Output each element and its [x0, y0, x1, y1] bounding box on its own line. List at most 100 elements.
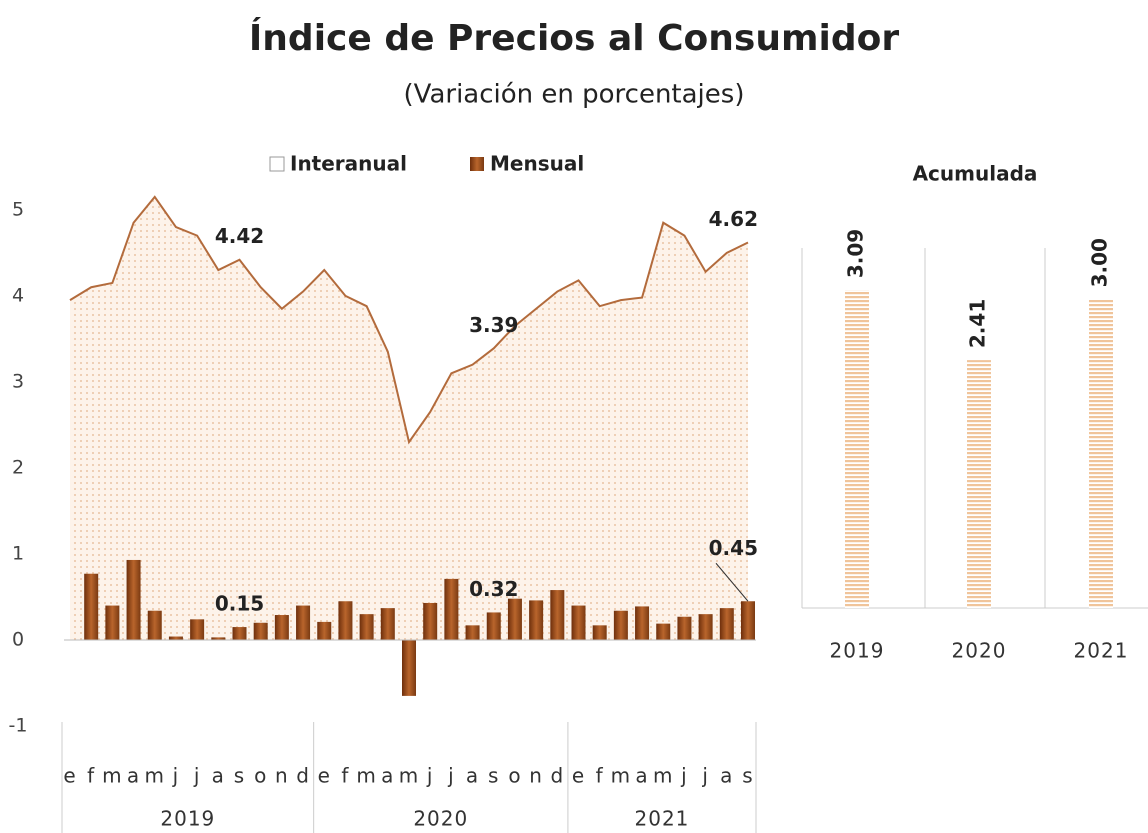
x-tick-label: f [87, 764, 95, 788]
y-tick-label: -1 [9, 715, 28, 737]
data-label: 4.62 [709, 207, 758, 231]
x-tick-label: j [426, 764, 434, 788]
legend-label: Interanual [290, 152, 407, 176]
bar [571, 605, 586, 640]
x-tick-label: j [172, 764, 180, 788]
panel-title: Acumulada [913, 162, 1038, 186]
x-tick-label: a [635, 764, 648, 788]
x-tick-label: e [63, 764, 76, 788]
x-tick-label: d [296, 764, 310, 788]
bar [317, 621, 332, 640]
bar [698, 614, 713, 640]
x-tick-label: m [356, 764, 376, 788]
bar [190, 619, 205, 640]
x-tick-label: e [318, 764, 331, 788]
y-tick-label: 0 [12, 628, 24, 650]
x-tick-label: m [102, 764, 122, 788]
bar [635, 606, 650, 640]
x-tick-label: m [399, 764, 419, 788]
data-label: 3.39 [469, 313, 518, 337]
x-tick-label: n [529, 764, 543, 788]
x-tick-label: m [653, 764, 673, 788]
x-tick-label: a [381, 764, 394, 788]
line [69, 195, 749, 445]
bar [232, 627, 247, 640]
bar [444, 578, 459, 640]
x-tick-label: 2021 [1074, 639, 1129, 663]
group-label: 2021 [635, 807, 690, 831]
x-tick-label: 2020 [952, 639, 1007, 663]
legend-label: Mensual [490, 152, 584, 176]
bar [465, 625, 480, 640]
data-label: 3.09 [844, 229, 868, 278]
x-tick-label: a [720, 764, 733, 788]
bar [486, 612, 501, 640]
bar [613, 610, 628, 640]
x-tick-label: j [701, 764, 709, 788]
x-tick-label: s [742, 764, 753, 788]
bar [529, 600, 544, 640]
bar [741, 601, 755, 640]
bar [274, 615, 289, 640]
bar [1089, 299, 1113, 608]
bar [967, 360, 991, 608]
x-tick-label: j [680, 764, 688, 788]
x-tick-label: d [550, 764, 564, 788]
legend-swatch [470, 157, 484, 171]
bar [147, 610, 162, 640]
group-label: 2019 [160, 807, 215, 831]
bar [380, 608, 395, 640]
x-tick-label: a [212, 764, 225, 788]
x-tick-label: f [596, 764, 604, 788]
y-tick-label: 4 [12, 284, 24, 306]
bar [592, 625, 607, 640]
data-label: 0.45 [709, 536, 758, 560]
bar [84, 573, 99, 640]
bar [550, 590, 565, 640]
x-tick-label: m [611, 764, 631, 788]
y-tick-label: 5 [12, 198, 24, 220]
bar [168, 636, 183, 640]
chart-subtitle: (Variación en porcentajes) [404, 80, 745, 110]
group-label: 2020 [413, 807, 468, 831]
y-tick-label: 2 [12, 456, 24, 478]
bar [845, 290, 869, 608]
y-tick-label: 1 [12, 542, 24, 564]
data-label: 3.00 [1088, 238, 1112, 287]
data-label: 4.42 [215, 224, 264, 248]
bar [105, 605, 120, 640]
bar [656, 623, 671, 640]
bar [507, 598, 522, 640]
x-tick-label: o [254, 764, 267, 788]
x-tick-label: a [127, 764, 140, 788]
x-tick-label: j [193, 764, 201, 788]
bar [126, 559, 141, 640]
x-tick-label: m [145, 764, 165, 788]
bar [296, 605, 311, 640]
data-label: 2.41 [966, 299, 990, 348]
x-tick-label: s [488, 764, 499, 788]
x-tick-label: o [508, 764, 521, 788]
data-label: 0.15 [215, 592, 264, 616]
legend-swatch [269, 156, 285, 172]
bar [253, 622, 268, 640]
x-tick-label: s [234, 764, 245, 788]
x-tick-label: a [466, 764, 479, 788]
x-tick-label: n [275, 764, 289, 788]
bar [359, 614, 374, 640]
x-tick-label: j [447, 764, 455, 788]
bar [211, 637, 226, 640]
bar [677, 616, 692, 640]
bar [402, 639, 416, 696]
x-tick-label: e [572, 764, 585, 788]
bar [719, 608, 734, 640]
bar [338, 601, 353, 640]
x-tick-label: 2019 [830, 639, 885, 663]
bar [423, 602, 438, 640]
data-label: 0.32 [469, 577, 518, 601]
y-tick-label: 3 [12, 370, 24, 392]
chart-title: Índice de Precios al Consumidor [249, 17, 899, 59]
leader-line [715, 562, 749, 602]
area [70, 196, 748, 640]
